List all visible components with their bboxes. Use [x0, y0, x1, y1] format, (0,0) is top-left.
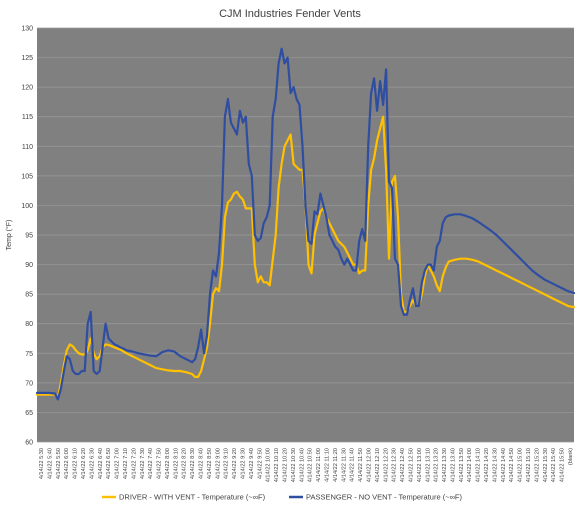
x-tick-label: 4/14/22 8:10 [173, 448, 179, 479]
x-tick-label: 4/14/22 8:20 [182, 448, 188, 479]
y-tick-label: 80 [25, 321, 33, 328]
x-tick-label: 4/14/22 10:40 [299, 448, 305, 482]
x-tick-label: (blank) [568, 448, 574, 465]
x-tick-label: 4/14/22 8:30 [190, 448, 196, 479]
x-tick-label: 4/14/22 7:00 [115, 448, 121, 479]
x-tick-label: 4/14/22 13:20 [434, 448, 440, 482]
x-tick-label: 4/14/22 9:30 [241, 448, 247, 479]
y-tick-label: 90 [25, 262, 33, 269]
x-tick-label: 4/14/22 14:20 [484, 448, 490, 482]
x-tick-label: 4/14/22 5:30 [39, 448, 45, 479]
x-tick-label: 4/14/22 11:30 [341, 448, 347, 482]
x-tick-label: 4/14/22 13:30 [442, 448, 448, 482]
x-tick-label: 4/14/22 10:50 [308, 448, 314, 482]
x-tick-label: 4/14/22 7:10 [123, 448, 129, 479]
x-tick-label: 4/14/22 14:40 [501, 448, 507, 482]
x-tick-label: 4/14/22 15:50 [560, 448, 566, 482]
y-tick-label: 70 [25, 380, 33, 387]
x-tick-label: 4/14/22 12:00 [366, 448, 372, 482]
x-tick-label: 4/14/22 6:10 [73, 448, 79, 479]
y-tick-label: 115 [22, 114, 33, 121]
x-tick-label: 4/14/22 9:20 [232, 448, 238, 479]
x-tick-label: 4/14/22 13:50 [459, 448, 465, 482]
y-axis-label: Temp (°F) [5, 220, 13, 251]
y-tick-label: 65 [25, 410, 33, 417]
x-tick-label: 4/14/22 12:40 [400, 448, 406, 482]
x-tick-label: 4/14/22 14:00 [467, 448, 473, 482]
x-tick-label: 4/14/22 12:50 [408, 448, 414, 482]
x-axis-ticks: 4/14/22 5:30 4/14/22 5:40 4/14/22 5:50 4/14… [39, 448, 574, 482]
x-tick-label: 4/14/22 13:40 [450, 448, 456, 482]
series-line-passenger [35, 47, 576, 401]
y-tick-label: 120 [21, 85, 33, 92]
x-tick-label: 4/14/22 6:00 [64, 448, 70, 479]
y-tick-label: 60 [25, 440, 33, 447]
x-tick-label: 4/14/22 9:50 [257, 448, 263, 479]
x-tick-label: 4/14/22 5:50 [56, 448, 62, 479]
series-line-driver [35, 115, 576, 399]
x-tick-label: 4/14/22 6:50 [106, 448, 112, 479]
x-tick-label: 4/14/22 8:50 [207, 448, 213, 479]
y-tick-label: 75 [25, 351, 33, 358]
x-tick-label: 4/14/22 10:00 [266, 448, 272, 482]
x-tick-label: 4/14/22 15:30 [543, 448, 549, 482]
x-tick-label: 4/14/22 11:40 [350, 448, 356, 482]
x-tick-label: 4/14/22 6:20 [81, 448, 87, 479]
x-tick-label: 4/14/22 12:10 [375, 448, 381, 482]
series-lines [35, 47, 576, 401]
x-tick-label: 4/14/22 15:20 [534, 448, 540, 482]
x-tick-label: 4/14/22 7:50 [157, 448, 163, 479]
x-tick-label: 4/14/22 15:00 [518, 448, 524, 482]
chart-title: CJM Industries Fender Vents [219, 8, 361, 20]
x-tick-label: 4/14/22 11:00 [316, 448, 322, 482]
x-tick-label: 4/14/22 9:10 [224, 448, 230, 479]
y-tick-label: 110 [22, 144, 33, 151]
y-tick-label: 85 [25, 292, 33, 299]
y-axis-ticks: 60 65 70 75 80 85 90 95 100 105 110 115 120 125 130 [21, 26, 33, 447]
x-tick-label: 4/14/22 7:20 [131, 448, 137, 479]
x-tick-label: 4/14/22 14:10 [476, 448, 482, 482]
x-tick-label: 4/14/22 6:30 [89, 448, 95, 479]
legend-label-passenger: PASSENGER - NO VENT - Temperature (~∞F) [306, 493, 463, 502]
x-tick-label: 4/14/22 8:00 [165, 448, 171, 479]
x-tick-label: 4/14/22 14:50 [509, 448, 515, 482]
y-tick-label: 100 [21, 203, 33, 210]
legend: DRIVER - WITH VENT - Temperature (~∞F) P… [102, 493, 463, 502]
y-tick-label: 95 [25, 233, 33, 240]
x-tick-label: 4/14/22 5:40 [47, 448, 53, 479]
x-tick-label: 4/14/22 8:40 [199, 448, 205, 479]
x-tick-label: 4/14/22 12:30 [392, 448, 398, 482]
x-tick-label: 4/14/22 9:40 [249, 448, 255, 479]
x-tick-label: 4/14/22 12:20 [383, 448, 389, 482]
x-tick-label: 4/14/22 11:20 [333, 448, 339, 482]
y-tick-label: 105 [21, 173, 33, 180]
y-tick-label: 125 [21, 55, 33, 62]
x-tick-label: 4/14/22 7:40 [148, 448, 154, 479]
x-tick-label: 4/14/22 10:20 [283, 448, 289, 482]
x-tick-label: 4/14/22 14:30 [492, 448, 498, 482]
x-tick-label: 4/14/22 13:10 [425, 448, 431, 482]
x-tick-label: 4/14/22 10:30 [291, 448, 297, 482]
x-tick-label: 4/14/22 6:40 [98, 448, 104, 479]
x-tick-label: 4/14/22 7:30 [140, 448, 146, 479]
x-tick-label: 4/14/22 11:10 [324, 448, 330, 482]
x-tick-label: 4/14/22 10:10 [274, 448, 280, 482]
x-tick-label: 4/14/22 9:00 [215, 448, 221, 479]
x-tick-label: 4/14/22 11:50 [358, 448, 364, 482]
y-tick-label: 130 [21, 26, 33, 33]
x-tick-label: 4/14/22 15:10 [526, 448, 532, 482]
legend-label-driver: DRIVER - WITH VENT - Temperature (~∞F) [119, 493, 266, 502]
x-tick-label: 4/14/22 13:00 [417, 448, 423, 482]
x-tick-label: 4/14/22 15:40 [551, 448, 557, 482]
